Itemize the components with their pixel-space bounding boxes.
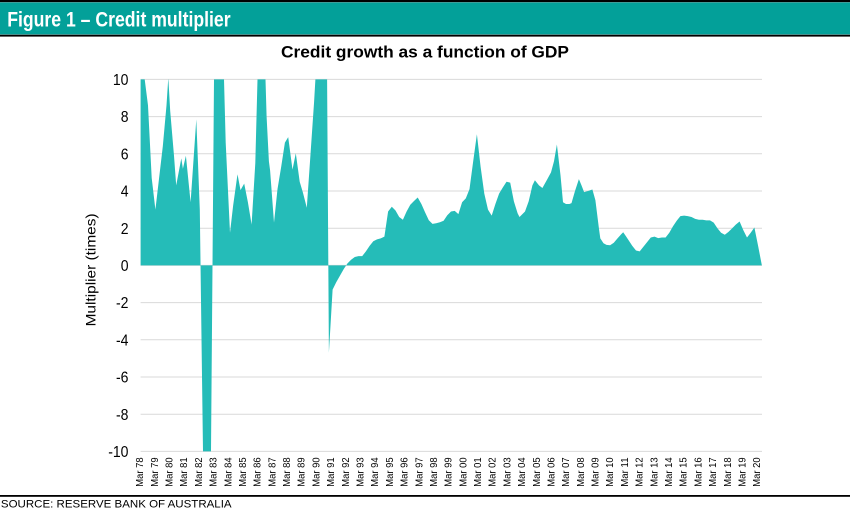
svg-text:Mar 82: Mar 82 — [193, 457, 205, 487]
svg-text:Mar 05: Mar 05 — [531, 457, 543, 487]
svg-text:Mar 80: Mar 80 — [164, 457, 176, 487]
svg-text:Mar 10: Mar 10 — [604, 457, 616, 487]
svg-text:Mar 83: Mar 83 — [208, 457, 220, 487]
svg-text:Mar 98: Mar 98 — [428, 457, 440, 487]
svg-text:Mar 03: Mar 03 — [501, 457, 513, 487]
svg-text:Mar 04: Mar 04 — [516, 457, 528, 487]
svg-text:Mar 00: Mar 00 — [457, 457, 469, 487]
svg-text:Credit growth as a function of: Credit growth as a function of GDP — [281, 43, 569, 62]
svg-text:Mar 99: Mar 99 — [443, 457, 455, 487]
svg-text:Mar 02: Mar 02 — [487, 457, 499, 487]
svg-text:Figure 1 – Credit multiplier: Figure 1 – Credit multiplier — [7, 7, 231, 31]
svg-text:Mar 86: Mar 86 — [252, 457, 264, 487]
svg-text:Multiplier (times): Multiplier (times) — [82, 213, 98, 326]
svg-text:Mar 06: Mar 06 — [545, 457, 557, 487]
svg-text:Mar 15: Mar 15 — [678, 457, 690, 487]
svg-text:Mar 11: Mar 11 — [619, 457, 631, 487]
svg-text:Mar 94: Mar 94 — [369, 457, 381, 487]
svg-text:2: 2 — [121, 221, 129, 238]
svg-text:Mar 81: Mar 81 — [178, 457, 190, 487]
svg-text:8: 8 — [121, 109, 129, 126]
svg-text:Mar 20: Mar 20 — [751, 457, 763, 487]
svg-text:Mar 78: Mar 78 — [134, 457, 146, 487]
svg-text:-10: -10 — [108, 444, 129, 461]
svg-text:Mar 12: Mar 12 — [634, 457, 646, 487]
svg-text:Mar 93: Mar 93 — [355, 457, 367, 487]
svg-text:6: 6 — [121, 146, 129, 163]
svg-text:0: 0 — [121, 258, 129, 275]
svg-text:Mar 96: Mar 96 — [399, 457, 411, 487]
svg-text:Mar 07: Mar 07 — [560, 457, 572, 487]
svg-text:-4: -4 — [116, 332, 129, 349]
svg-text:Mar 79: Mar 79 — [149, 457, 161, 487]
svg-text:Mar 88: Mar 88 — [281, 457, 293, 487]
svg-text:Mar 97: Mar 97 — [413, 457, 425, 487]
svg-text:Mar 89: Mar 89 — [296, 457, 308, 487]
svg-text:Mar 87: Mar 87 — [266, 457, 278, 487]
svg-text:-8: -8 — [116, 407, 129, 424]
svg-text:Mar 14: Mar 14 — [663, 457, 675, 487]
svg-text:Mar 90: Mar 90 — [310, 457, 322, 487]
svg-text:Mar 08: Mar 08 — [575, 457, 587, 487]
svg-text:Mar 17: Mar 17 — [707, 457, 719, 487]
svg-text:-6: -6 — [116, 370, 129, 387]
svg-text:SOURCE: RESERVE BANK OF AUSTRA: SOURCE: RESERVE BANK OF AUSTRALIA — [1, 498, 232, 510]
svg-text:Mar 95: Mar 95 — [384, 457, 396, 487]
svg-text:Mar 85: Mar 85 — [237, 457, 249, 487]
svg-text:Mar 09: Mar 09 — [590, 457, 602, 487]
svg-text:Mar 84: Mar 84 — [222, 457, 234, 487]
svg-text:Mar 91: Mar 91 — [325, 457, 337, 487]
svg-text:Mar 18: Mar 18 — [722, 457, 734, 487]
svg-text:Mar 92: Mar 92 — [340, 457, 352, 487]
svg-text:Mar 16: Mar 16 — [692, 457, 704, 487]
svg-text:-2: -2 — [116, 295, 129, 312]
svg-text:Mar 19: Mar 19 — [736, 457, 748, 487]
svg-text:Mar 13: Mar 13 — [648, 457, 660, 487]
svg-text:Mar 01: Mar 01 — [472, 457, 484, 487]
svg-text:10: 10 — [113, 72, 129, 89]
svg-text:4: 4 — [121, 184, 129, 201]
